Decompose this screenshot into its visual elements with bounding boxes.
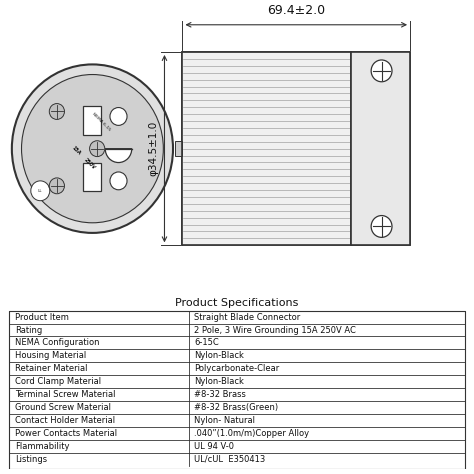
Circle shape — [110, 172, 127, 190]
Text: NEMA Configuration: NEMA Configuration — [15, 338, 100, 347]
Bar — [182, 52, 351, 246]
Text: Terminal Screw Material: Terminal Screw Material — [15, 390, 116, 399]
Bar — [351, 52, 410, 246]
Bar — [9, 310, 465, 469]
Bar — [182, 52, 351, 246]
Text: 6-15C: 6-15C — [194, 338, 219, 347]
Text: Polycarbonate-Clear: Polycarbonate-Clear — [194, 365, 280, 374]
Circle shape — [12, 64, 173, 233]
Text: Contact Holder Material: Contact Holder Material — [15, 416, 115, 425]
Text: φ34.5±1.0: φ34.5±1.0 — [149, 121, 159, 176]
Bar — [83, 163, 101, 191]
Text: Product Item: Product Item — [15, 312, 69, 321]
Text: Nylon- Natural: Nylon- Natural — [194, 416, 255, 425]
Text: .040”(1.0m/m)Copper Alloy: .040”(1.0m/m)Copper Alloy — [194, 429, 310, 438]
Bar — [182, 52, 410, 246]
Text: Straight Blade Connector: Straight Blade Connector — [194, 312, 301, 321]
Text: NEMA 6-15: NEMA 6-15 — [91, 111, 111, 131]
Text: UL: UL — [38, 189, 43, 193]
Text: 15A: 15A — [70, 146, 82, 156]
Text: Product Specifications: Product Specifications — [175, 298, 299, 308]
Text: 2 Pole, 3 Wire Grounding 15A 250V AC: 2 Pole, 3 Wire Grounding 15A 250V AC — [194, 326, 356, 335]
Circle shape — [371, 60, 392, 82]
Text: UL/cUL  E350413: UL/cUL E350413 — [194, 455, 265, 464]
Bar — [83, 106, 101, 135]
Circle shape — [90, 141, 105, 156]
Circle shape — [371, 216, 392, 237]
Circle shape — [49, 178, 64, 194]
Bar — [175, 141, 182, 156]
Text: Listings: Listings — [15, 455, 47, 464]
Text: #8-32 Brass: #8-32 Brass — [194, 390, 246, 399]
Circle shape — [49, 104, 64, 119]
Text: Ground Screw Material: Ground Screw Material — [15, 403, 111, 412]
Text: Power Contacts Material: Power Contacts Material — [15, 429, 117, 438]
Wedge shape — [105, 149, 132, 163]
Circle shape — [31, 181, 50, 201]
Circle shape — [110, 108, 127, 126]
Text: 250V: 250V — [83, 157, 97, 170]
Text: Rating: Rating — [15, 326, 42, 335]
Text: #8-32 Brass(Green): #8-32 Brass(Green) — [194, 403, 278, 412]
Text: Retainer Material: Retainer Material — [15, 365, 87, 374]
Circle shape — [21, 74, 164, 223]
Text: Cord Clamp Material: Cord Clamp Material — [15, 377, 101, 386]
Text: Nylon-Black: Nylon-Black — [194, 351, 244, 360]
Text: Flammability: Flammability — [15, 442, 69, 451]
Text: UL 94 V-0: UL 94 V-0 — [194, 442, 234, 451]
Text: 69.4±2.0: 69.4±2.0 — [267, 4, 325, 18]
Text: Housing Material: Housing Material — [15, 351, 86, 360]
Text: Nylon-Black: Nylon-Black — [194, 377, 244, 386]
